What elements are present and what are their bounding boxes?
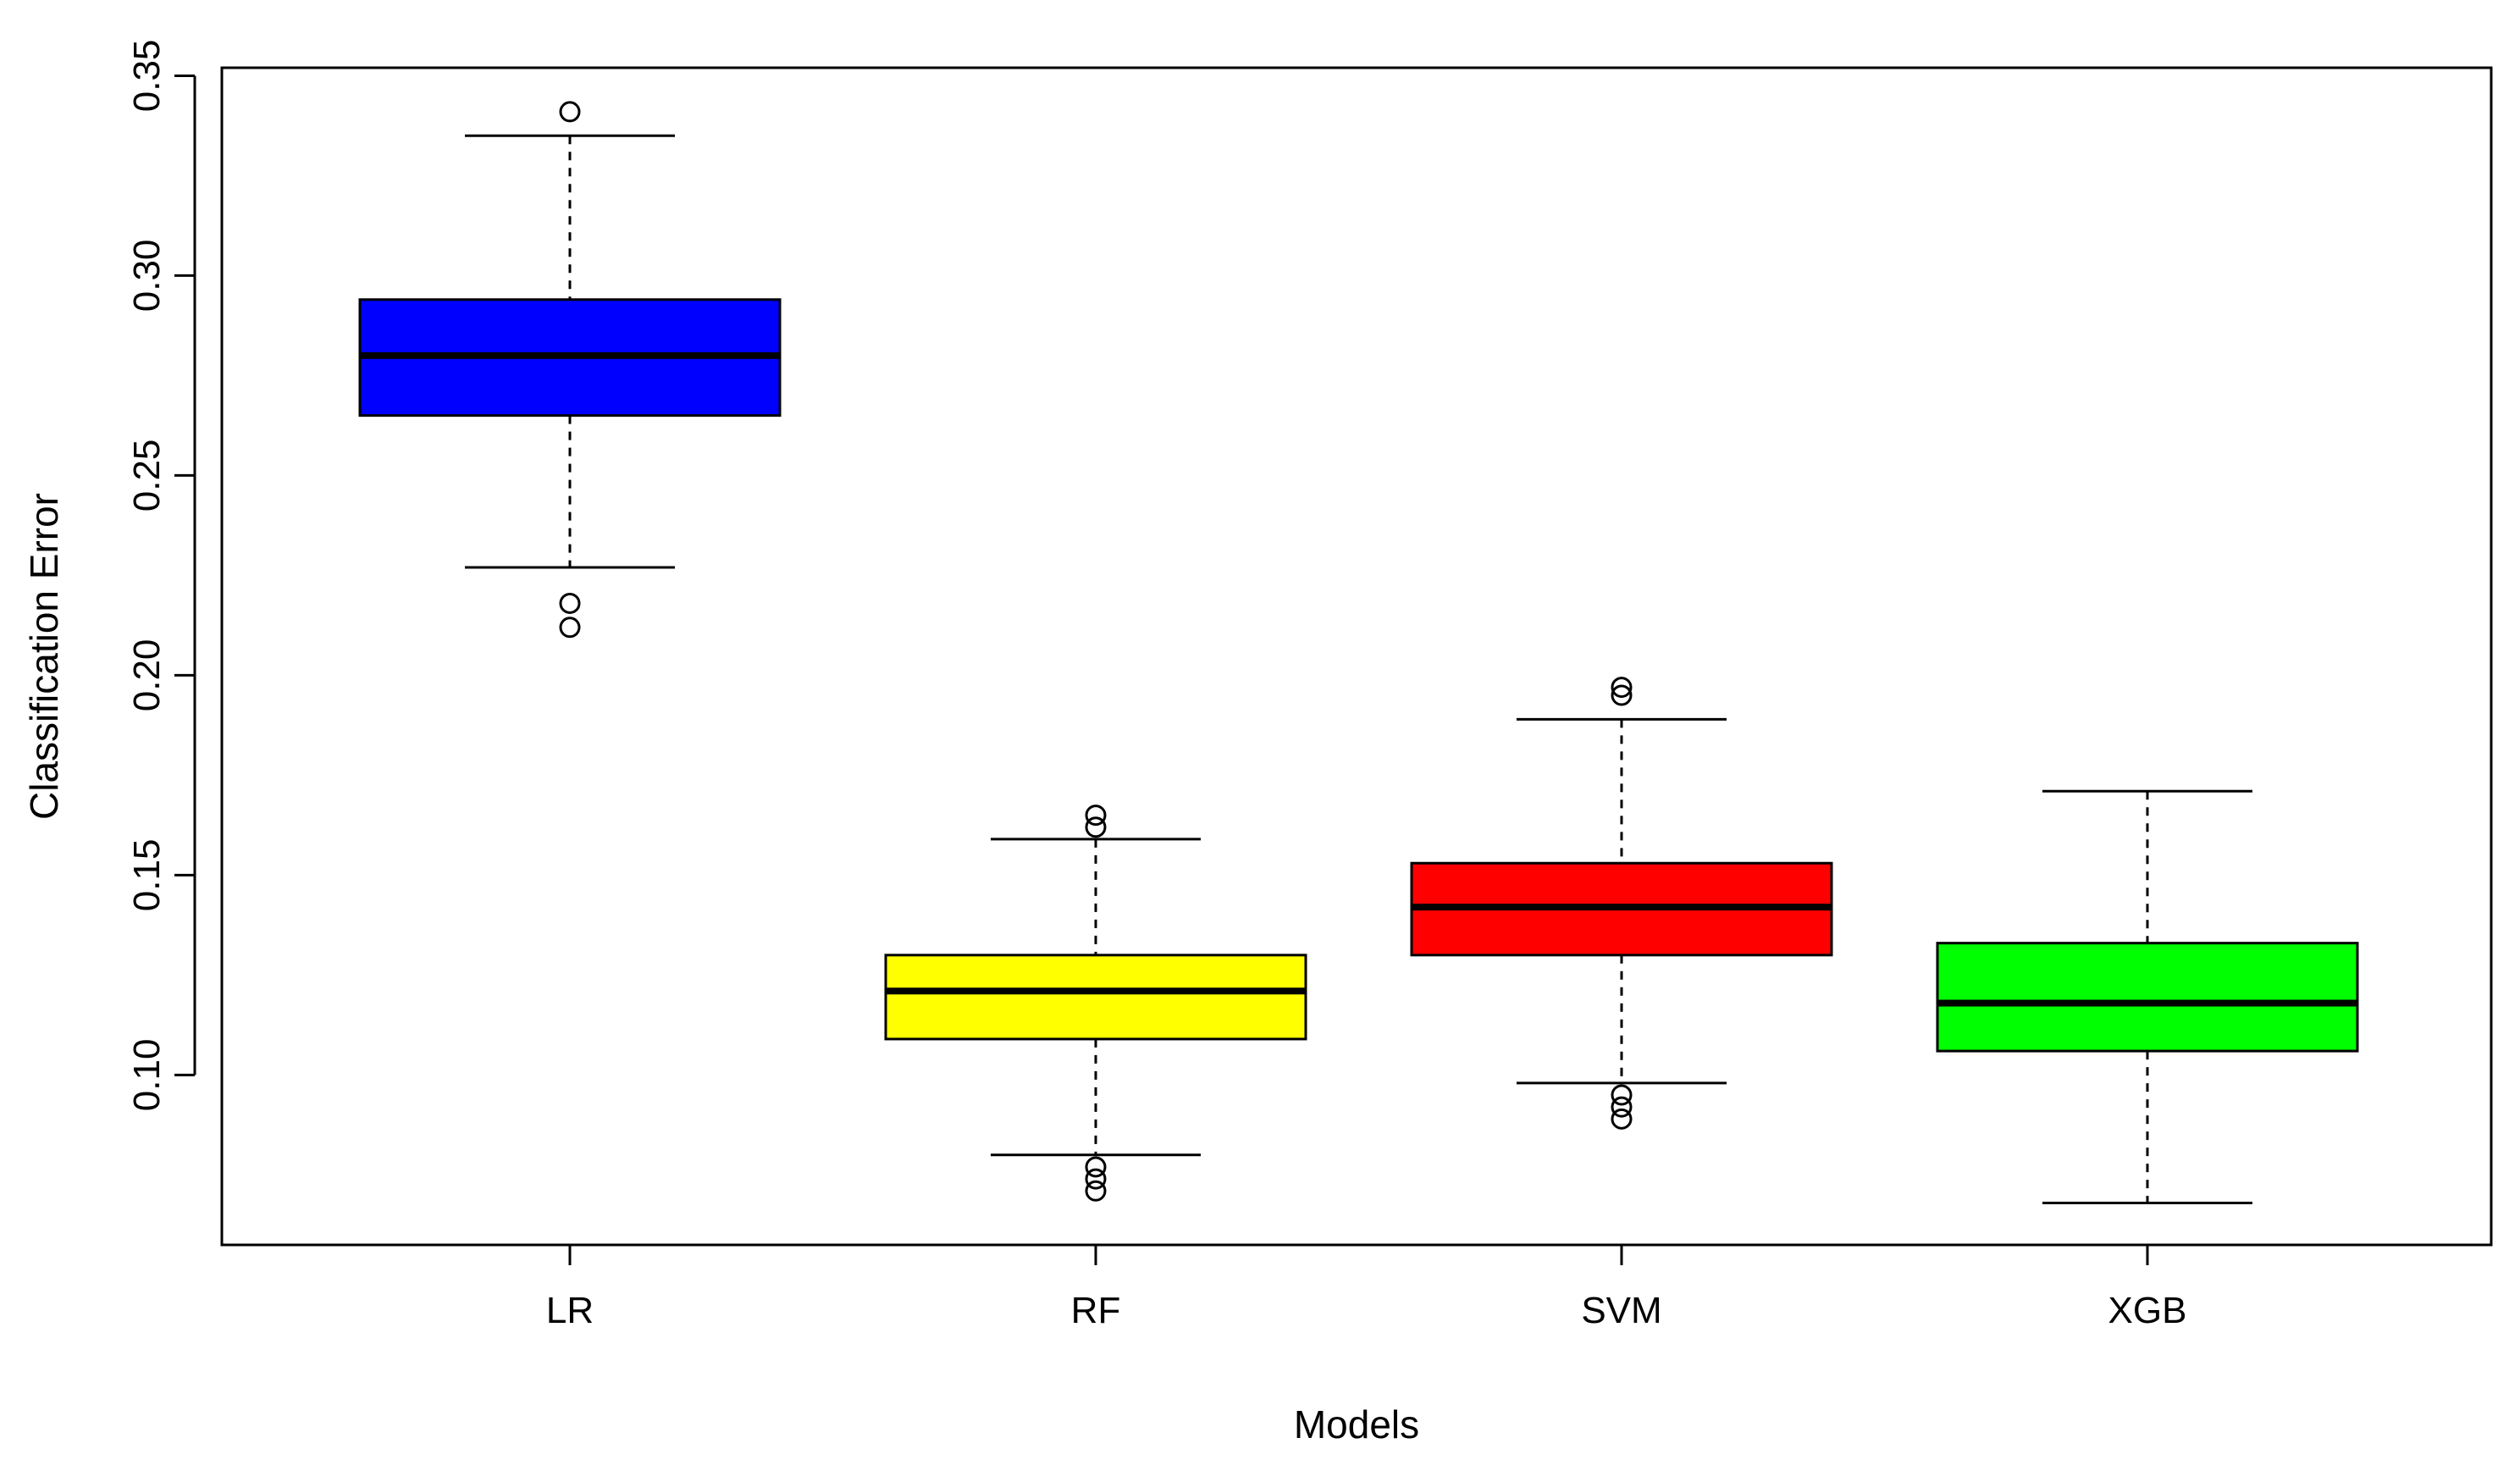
y-axis-title: Classification Error xyxy=(22,493,66,820)
outlier-point xyxy=(559,617,581,639)
box-xgb xyxy=(1936,789,2359,1204)
x-tick-label: LR xyxy=(546,1290,594,1331)
y-tick-label: 0.35 xyxy=(126,40,168,113)
outlier-point xyxy=(1611,1096,1633,1118)
outlier-point xyxy=(1611,677,1633,699)
x-tick-label: RF xyxy=(1071,1290,1121,1331)
outlier-point xyxy=(1085,1156,1107,1178)
outlier-point xyxy=(1611,1084,1633,1106)
x-tick-label: SVM xyxy=(1581,1290,1661,1331)
y-tick-label: 0.30 xyxy=(126,240,168,312)
outlier-point xyxy=(559,592,581,614)
y-tick-label: 0.20 xyxy=(126,639,168,712)
boxes-layer xyxy=(358,101,2359,1204)
outlier-point xyxy=(1085,1168,1107,1190)
x-axis: LR RF SVM XGB xyxy=(546,1245,2187,1331)
plot-frame xyxy=(220,66,2493,1247)
outlier-point xyxy=(1611,1108,1633,1130)
y-axis: 0.10 0.15 0.20 0.25 0.30 0.35 xyxy=(126,40,196,1112)
outlier-point xyxy=(1085,805,1107,827)
x-axis-title: Models xyxy=(1294,1402,1419,1446)
box-lr xyxy=(358,101,782,639)
y-tick-label: 0.15 xyxy=(126,839,168,912)
y-tick-label: 0.10 xyxy=(126,1039,168,1112)
iqr-box xyxy=(884,954,1307,1041)
x-tick-label: XGB xyxy=(2108,1290,2187,1331)
outlier-point xyxy=(559,101,581,123)
iqr-box xyxy=(1936,942,2359,1053)
outlier-point xyxy=(1085,816,1107,838)
box-rf xyxy=(884,805,1307,1202)
box-svm xyxy=(1410,677,1833,1130)
outlier-point xyxy=(1611,684,1633,706)
y-tick-label: 0.25 xyxy=(126,440,168,512)
outlier-point xyxy=(1085,1180,1107,1202)
